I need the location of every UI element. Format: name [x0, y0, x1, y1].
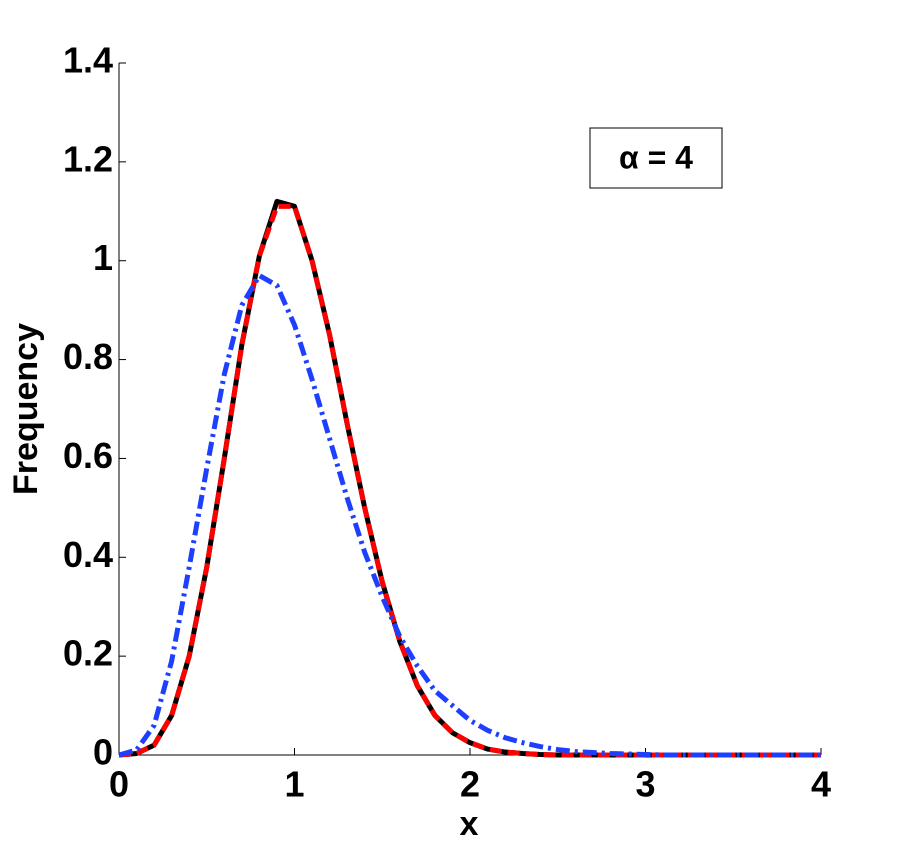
y-tick-label: 0.6 — [63, 435, 113, 476]
x-axis-label: x — [460, 805, 479, 843]
y-tick-label: 0.4 — [63, 534, 113, 575]
y-tick-label: 0 — [93, 732, 113, 773]
line-series — [118, 273, 821, 758]
line-series — [118, 203, 821, 758]
line-series — [118, 198, 821, 758]
y-axis-label: Frequency — [7, 323, 45, 495]
x-tick-label: 3 — [635, 764, 655, 805]
annotation-box — [589, 127, 723, 189]
y-tick-label: 0.8 — [63, 336, 113, 377]
y-tick-label: 1 — [93, 237, 113, 278]
x-tick-label: 1 — [284, 764, 304, 805]
annotation: α = 4 — [619, 139, 693, 175]
y-tick-label: 1.2 — [63, 138, 113, 179]
x-tick-label: 4 — [811, 764, 831, 805]
x-tick-label: 2 — [460, 764, 480, 805]
x-tick-label: 0 — [109, 764, 129, 805]
y-tick-label: 0.2 — [63, 633, 113, 674]
y-tick-label: 1.4 — [63, 40, 113, 81]
